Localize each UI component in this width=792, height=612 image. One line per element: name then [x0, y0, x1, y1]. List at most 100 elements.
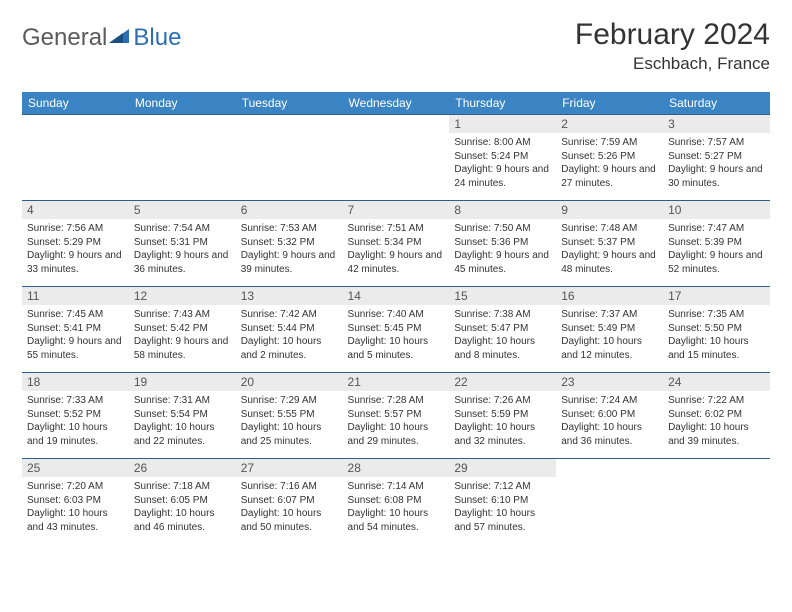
sunrise-line: Sunrise: 7:28 AM	[348, 394, 445, 408]
calendar-week-row: 4Sunrise: 7:56 AMSunset: 5:29 PMDaylight…	[22, 201, 770, 287]
day-details: Sunrise: 7:37 AMSunset: 5:49 PMDaylight:…	[556, 305, 663, 367]
calendar-day-cell: 1Sunrise: 8:00 AMSunset: 5:24 PMDaylight…	[449, 115, 556, 201]
day-number: 27	[236, 459, 343, 477]
daylight-line: Daylight: 10 hours and 12 minutes.	[561, 335, 658, 362]
calendar-day-cell: 27Sunrise: 7:16 AMSunset: 6:07 PMDayligh…	[236, 459, 343, 545]
daylight-line: Daylight: 9 hours and 30 minutes.	[668, 163, 765, 190]
calendar-day-cell: .	[236, 115, 343, 201]
daylight-line: Daylight: 10 hours and 19 minutes.	[27, 421, 124, 448]
sunrise-line: Sunrise: 7:45 AM	[27, 308, 124, 322]
daylight-line: Daylight: 9 hours and 45 minutes.	[454, 249, 551, 276]
calendar-day-cell: .	[129, 115, 236, 201]
daylight-line: Daylight: 10 hours and 36 minutes.	[561, 421, 658, 448]
weekday-header: Tuesday	[236, 92, 343, 115]
day-number: 28	[343, 459, 450, 477]
sunset-line: Sunset: 5:24 PM	[454, 150, 551, 164]
day-number: 22	[449, 373, 556, 391]
sunset-line: Sunset: 5:52 PM	[27, 408, 124, 422]
day-details: Sunrise: 7:43 AMSunset: 5:42 PMDaylight:…	[129, 305, 236, 367]
sunrise-line: Sunrise: 7:51 AM	[348, 222, 445, 236]
weekday-header: Sunday	[22, 92, 129, 115]
day-details: Sunrise: 7:50 AMSunset: 5:36 PMDaylight:…	[449, 219, 556, 281]
sunset-line: Sunset: 5:55 PM	[241, 408, 338, 422]
day-details: Sunrise: 7:28 AMSunset: 5:57 PMDaylight:…	[343, 391, 450, 453]
sunset-line: Sunset: 5:57 PM	[348, 408, 445, 422]
day-details: Sunrise: 7:33 AMSunset: 5:52 PMDaylight:…	[22, 391, 129, 453]
day-details: Sunrise: 7:51 AMSunset: 5:34 PMDaylight:…	[343, 219, 450, 281]
day-details: Sunrise: 7:26 AMSunset: 5:59 PMDaylight:…	[449, 391, 556, 453]
weekday-header: Wednesday	[343, 92, 450, 115]
sunset-line: Sunset: 6:05 PM	[134, 494, 231, 508]
sunset-line: Sunset: 5:50 PM	[668, 322, 765, 336]
daylight-line: Daylight: 9 hours and 48 minutes.	[561, 249, 658, 276]
daylight-line: Daylight: 10 hours and 32 minutes.	[454, 421, 551, 448]
sunrise-line: Sunrise: 7:56 AM	[27, 222, 124, 236]
day-number: 13	[236, 287, 343, 305]
day-details: Sunrise: 7:48 AMSunset: 5:37 PMDaylight:…	[556, 219, 663, 281]
calendar-day-cell: 24Sunrise: 7:22 AMSunset: 6:02 PMDayligh…	[663, 373, 770, 459]
sunrise-line: Sunrise: 7:16 AM	[241, 480, 338, 494]
sunrise-line: Sunrise: 7:48 AM	[561, 222, 658, 236]
calendar-week-row: ....1Sunrise: 8:00 AMSunset: 5:24 PMDayl…	[22, 115, 770, 201]
sunset-line: Sunset: 6:10 PM	[454, 494, 551, 508]
sunset-line: Sunset: 5:45 PM	[348, 322, 445, 336]
sunset-line: Sunset: 5:54 PM	[134, 408, 231, 422]
day-number: 4	[22, 201, 129, 219]
day-details: Sunrise: 7:14 AMSunset: 6:08 PMDaylight:…	[343, 477, 450, 539]
daylight-line: Daylight: 10 hours and 50 minutes.	[241, 507, 338, 534]
day-number: 8	[449, 201, 556, 219]
sunset-line: Sunset: 5:41 PM	[27, 322, 124, 336]
calendar-day-cell: .	[663, 459, 770, 545]
daylight-line: Daylight: 9 hours and 55 minutes.	[27, 335, 124, 362]
calendar-day-cell: 11 Sunrise: 7:45 AMSunset: 5:41 PMDayligh…	[22, 287, 129, 373]
daylight-line: Daylight: 10 hours and 39 minutes.	[668, 421, 765, 448]
day-details: Sunrise: 7:56 AMSunset: 5:29 PMDaylight:…	[22, 219, 129, 281]
day-number: 19	[129, 373, 236, 391]
page-title: February 2024	[575, 18, 770, 52]
day-number: 11	[22, 287, 129, 305]
calendar-day-cell: 2Sunrise: 7:59 AMSunset: 5:26 PMDaylight…	[556, 115, 663, 201]
sunset-line: Sunset: 6:08 PM	[348, 494, 445, 508]
sunrise-line: Sunrise: 7:59 AM	[561, 136, 658, 150]
sunset-line: Sunset: 5:37 PM	[561, 236, 658, 250]
day-details: Sunrise: 7:47 AMSunset: 5:39 PMDaylight:…	[663, 219, 770, 281]
calendar-week-row: 18Sunrise: 7:33 AMSunset: 5:52 PMDayligh…	[22, 373, 770, 459]
sunrise-line: Sunrise: 7:18 AM	[134, 480, 231, 494]
calendar-day-cell: 25Sunrise: 7:20 AMSunset: 6:03 PMDayligh…	[22, 459, 129, 545]
day-details: Sunrise: 7:57 AMSunset: 5:27 PMDaylight:…	[663, 133, 770, 195]
calendar-day-cell: 13Sunrise: 7:42 AMSunset: 5:44 PMDayligh…	[236, 287, 343, 373]
sunrise-line: Sunrise: 7:20 AM	[27, 480, 124, 494]
day-details: Sunrise: 7:38 AMSunset: 5:47 PMDaylight:…	[449, 305, 556, 367]
sunrise-line: Sunrise: 7:26 AM	[454, 394, 551, 408]
day-number: 14	[343, 287, 450, 305]
calendar-day-cell: 21Sunrise: 7:28 AMSunset: 5:57 PMDayligh…	[343, 373, 450, 459]
sunset-line: Sunset: 5:29 PM	[27, 236, 124, 250]
calendar-day-cell: 18Sunrise: 7:33 AMSunset: 5:52 PMDayligh…	[22, 373, 129, 459]
day-number: 1	[449, 115, 556, 133]
calendar-day-cell: 7Sunrise: 7:51 AMSunset: 5:34 PMDaylight…	[343, 201, 450, 287]
weekday-header: Monday	[129, 92, 236, 115]
day-details: Sunrise: 7:35 AMSunset: 5:50 PMDaylight:…	[663, 305, 770, 367]
daylight-line: Daylight: 9 hours and 36 minutes.	[134, 249, 231, 276]
day-details: Sunrise: 7:24 AMSunset: 6:00 PMDaylight:…	[556, 391, 663, 453]
day-details: Sunrise: 7:54 AMSunset: 5:31 PMDaylight:…	[129, 219, 236, 281]
sunset-line: Sunset: 5:49 PM	[561, 322, 658, 336]
daylight-line: Daylight: 10 hours and 2 minutes.	[241, 335, 338, 362]
calendar-day-cell: 17Sunrise: 7:35 AMSunset: 5:50 PMDayligh…	[663, 287, 770, 373]
daylight-line: Daylight: 10 hours and 54 minutes.	[348, 507, 445, 534]
sunset-line: Sunset: 5:39 PM	[668, 236, 765, 250]
calendar-day-cell: .	[22, 115, 129, 201]
sunrise-line: Sunrise: 7:42 AM	[241, 308, 338, 322]
calendar-day-cell: 28Sunrise: 7:14 AMSunset: 6:08 PMDayligh…	[343, 459, 450, 545]
sunrise-line: Sunrise: 7:14 AM	[348, 480, 445, 494]
daylight-line: Daylight: 10 hours and 5 minutes.	[348, 335, 445, 362]
sunrise-line: Sunrise: 8:00 AM	[454, 136, 551, 150]
calendar-day-cell: 12Sunrise: 7:43 AMSunset: 5:42 PMDayligh…	[129, 287, 236, 373]
daylight-line: Daylight: 10 hours and 46 minutes.	[134, 507, 231, 534]
sunset-line: Sunset: 5:31 PM	[134, 236, 231, 250]
sunset-line: Sunset: 5:47 PM	[454, 322, 551, 336]
calendar-day-cell: 10Sunrise: 7:47 AMSunset: 5:39 PMDayligh…	[663, 201, 770, 287]
location-label: Eschbach, France	[575, 54, 770, 74]
calendar-day-cell: .	[556, 459, 663, 545]
day-details: Sunrise: 7:53 AMSunset: 5:32 PMDaylight:…	[236, 219, 343, 281]
